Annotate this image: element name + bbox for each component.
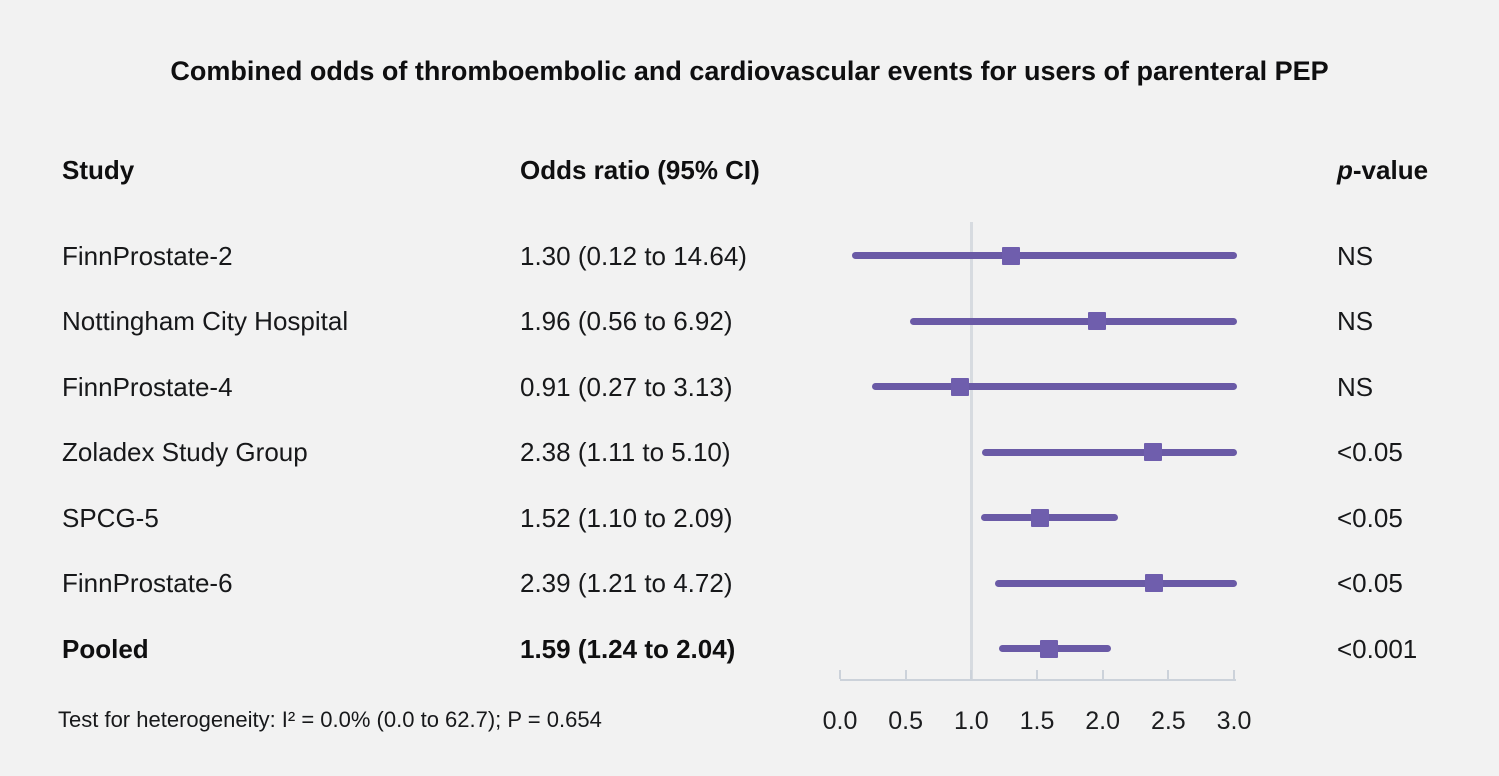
study-name: Zoladex Study Group [62,437,308,468]
heterogeneity-footnote: Test for heterogeneity: I² = 0.0% (0.0 t… [58,707,602,732]
column-header-p-value: p-value [1337,154,1428,186]
point-estimate-marker [1144,574,1163,593]
confidence-interval-line [982,448,1238,456]
p-value-header-italic-p: p [1337,155,1353,185]
x-axis-tick-label-0.5: 0.5 [888,707,924,735]
confidence-interval-line [995,579,1238,587]
odds-ratio-value: 1.96 (0.56 to 6.92) [520,306,733,337]
x-axis-tick-label-1.5: 1.5 [1019,707,1055,735]
study-name: FinnProstate-2 [62,240,233,271]
point-estimate-marker [1001,246,1020,265]
x-axis-tick-2.0 [1101,670,1104,679]
x-axis-tick-label-2.0: 2.0 [1085,707,1121,735]
study-name: FinnProstate-4 [62,371,233,402]
x-axis-tick-1.0 [970,670,973,679]
confidence-interval-line [852,252,1238,259]
reference-line-or-1 [969,222,973,680]
odds-ratio-value: 0.91 (0.27 to 3.13) [520,371,733,402]
study-name: SPCG-5 [62,502,159,533]
odds-ratio-value: 1.52 (1.10 to 2.09) [520,502,733,533]
study-name: FinnProstate-6 [62,568,233,599]
point-estimate-marker [1143,443,1162,462]
point-estimate-marker [1039,639,1058,658]
p-value: <0.05 [1337,502,1403,533]
point-estimate-marker [950,377,969,396]
column-header-odds-ratio: Odds ratio (95% CI) [520,155,760,185]
study-name: Nottingham City Hospital [62,306,349,337]
chart-title: Combined odds of thromboembolic and card… [170,56,1329,86]
confidence-interval-line [910,317,1238,325]
x-axis-tick-label-2.5: 2.5 [1150,707,1186,735]
odds-ratio-value: 1.30 (0.12 to 14.64) [520,240,747,271]
x-axis-tick-1.5 [1035,670,1038,679]
point-estimate-marker [1030,508,1049,527]
x-axis-tick-label-1.0: 1.0 [953,707,989,735]
p-value: NS [1337,306,1374,337]
p-value: <0.05 [1337,437,1403,468]
confidence-interval-line [980,514,1118,522]
x-axis-line [840,679,1236,681]
x-axis-tick-2.5 [1167,670,1170,679]
x-axis-tick-label-3.0: 3.0 [1216,707,1252,735]
point-estimate-marker [1088,312,1107,331]
odds-ratio-value: 2.38 (1.11 to 5.10) [520,437,731,468]
p-value: NS [1337,371,1374,402]
p-value: <0.001 [1337,633,1418,664]
p-value-header-suffix: -value [1352,155,1429,185]
x-axis-tick-0.0 [839,670,841,679]
column-header-study: Study [62,155,135,185]
x-axis-tick-3.0 [1232,670,1235,679]
odds-ratio-value: 2.39 (1.21 to 4.72) [520,568,733,599]
x-axis-tick-0.5 [904,670,907,679]
study-name: Pooled [62,633,149,664]
confidence-interval-line [871,383,1238,391]
p-value: <0.05 [1337,568,1403,599]
x-axis-tick-label-0.0: 0.0 [822,707,858,735]
odds-ratio-value: 1.59 (1.24 to 2.04) [520,633,736,664]
p-value: NS [1337,240,1374,271]
